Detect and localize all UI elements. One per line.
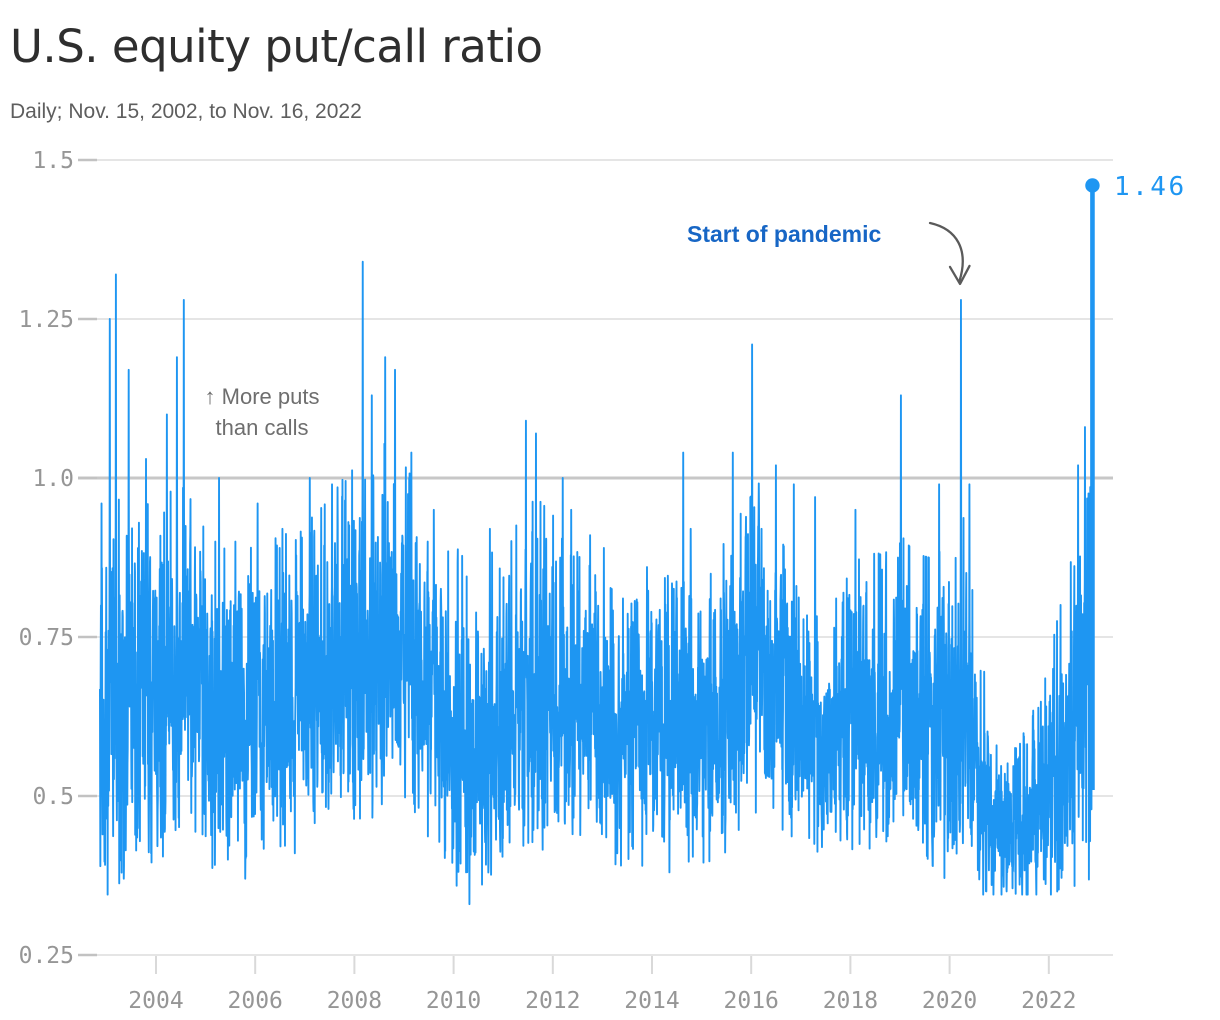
x-axis-label: 2018 <box>823 988 878 1014</box>
y-axis-label: 1.5 <box>32 148 74 174</box>
annotation-more-puts-line2: than calls <box>215 415 309 440</box>
x-axis-label: 2014 <box>624 988 679 1014</box>
x-axis-label: 2020 <box>922 988 977 1014</box>
y-axis-label: 0.5 <box>32 784 74 810</box>
annotation-arrow <box>928 221 964 283</box>
last-point-marker <box>1085 178 1100 193</box>
y-axis-label: 0.25 <box>19 943 74 969</box>
y-axis-label: 1.0 <box>32 466 74 492</box>
annotation-arrowhead <box>948 264 971 286</box>
x-axis-label: 2022 <box>1021 988 1076 1014</box>
x-axis-label: 2008 <box>327 988 382 1014</box>
chart-subtitle: Daily; Nov. 15, 2002, to Nov. 16, 2022 <box>10 100 362 123</box>
y-axis-label: 1.25 <box>19 307 74 333</box>
x-axis-label: 2010 <box>426 988 481 1014</box>
annotation-more-puts: ↑ More puts than calls <box>176 381 348 443</box>
x-axis-label: 2012 <box>525 988 580 1014</box>
x-axis-label: 2006 <box>228 988 283 1014</box>
last-value-label: 1.46 <box>1114 172 1187 202</box>
x-axis-label: 2004 <box>128 988 183 1014</box>
annotation-more-puts-line1: ↑ More puts <box>204 384 320 409</box>
x-axis-label: 2016 <box>724 988 779 1014</box>
series-line <box>99 185 1094 906</box>
y-axis-label: 0.75 <box>19 625 74 651</box>
annotation-pandemic-label: Start of pandemic <box>687 221 882 247</box>
chart-title: U.S. equity put/call ratio <box>10 20 543 73</box>
